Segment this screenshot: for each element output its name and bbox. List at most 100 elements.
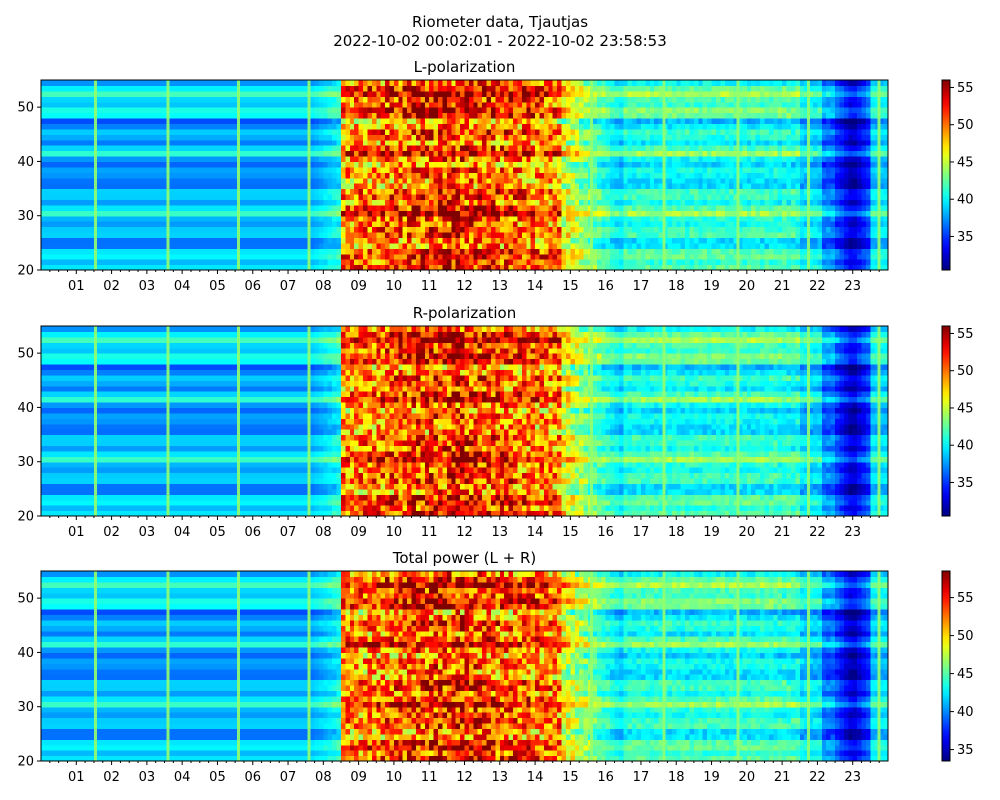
heatmap-cell — [230, 259, 236, 266]
heatmap-cell — [557, 134, 563, 141]
heatmap-cell — [133, 150, 139, 157]
heatmap-cell — [195, 118, 201, 125]
heatmap-cell — [490, 134, 496, 141]
heatmap-cell — [455, 183, 461, 190]
heatmap-cell — [490, 150, 496, 157]
heatmap-cell — [411, 112, 417, 119]
heatmap-cell — [314, 112, 320, 119]
heatmap-cell — [535, 221, 541, 228]
heatmap-cell — [495, 237, 501, 244]
heatmap-cell — [98, 215, 104, 222]
heatmap-cell — [318, 139, 324, 146]
heatmap-cell — [486, 85, 492, 92]
heatmap-cell — [632, 118, 638, 125]
heatmap-cell — [115, 177, 121, 184]
heatmap-cell — [579, 107, 585, 114]
heatmap-cell — [530, 118, 536, 125]
heatmap-cell — [645, 123, 651, 130]
heatmap-cell — [257, 112, 263, 119]
heatmap-cell — [177, 172, 183, 179]
heatmap-cell — [402, 90, 408, 97]
heatmap-cell — [495, 150, 501, 157]
heatmap-cell — [490, 172, 496, 179]
heatmap-cell — [623, 145, 629, 152]
heatmap-cell — [63, 226, 69, 233]
heatmap-cell — [645, 156, 651, 163]
heatmap-cell — [98, 161, 104, 168]
heatmap-cell — [332, 128, 338, 135]
heatmap-cell — [85, 90, 91, 97]
heatmap-cell — [80, 80, 86, 87]
heatmap-cell — [645, 150, 651, 157]
heatmap-cell — [490, 96, 496, 103]
heatmap-cell — [49, 215, 55, 222]
heatmap-cell — [552, 101, 558, 108]
heatmap-cell — [654, 118, 660, 125]
heatmap-cell — [138, 226, 144, 233]
heatmap-cell — [415, 194, 421, 201]
heatmap-cell — [107, 139, 113, 146]
heatmap-cell — [548, 90, 554, 97]
heatmap-cell — [574, 139, 580, 146]
heatmap-cell — [371, 188, 377, 195]
heatmap-cell — [265, 177, 271, 184]
heatmap-cell — [58, 90, 64, 97]
heatmap-cell — [385, 90, 391, 97]
heatmap-cell — [292, 80, 298, 87]
heatmap-cell — [195, 90, 201, 97]
heatmap-cell — [76, 172, 82, 179]
heatmap-cell — [332, 150, 338, 157]
heatmap-cell — [102, 183, 108, 190]
heatmap-cell — [85, 96, 91, 103]
heatmap-cell — [513, 210, 519, 217]
heatmap-cell — [411, 183, 417, 190]
heatmap-cell — [402, 85, 408, 92]
heatmap-cell — [543, 259, 549, 266]
heatmap-cell — [654, 156, 660, 163]
heatmap-cell — [464, 134, 470, 141]
heatmap-cell — [407, 101, 413, 108]
heatmap-cell — [438, 145, 444, 152]
heatmap-cell — [473, 101, 479, 108]
heatmap-cell — [49, 210, 55, 217]
heatmap-cell — [155, 118, 161, 125]
heatmap-cell — [601, 264, 607, 271]
heatmap-cell — [552, 248, 558, 255]
heatmap-cell — [49, 259, 55, 266]
heatmap-cell — [71, 166, 77, 173]
heatmap-cell — [85, 80, 91, 87]
heatmap-cell — [49, 96, 55, 103]
heatmap-cell — [499, 139, 505, 146]
heatmap-cell — [363, 172, 369, 179]
heatmap-cell — [354, 112, 360, 119]
heatmap-cell — [111, 204, 117, 211]
heatmap-cell — [133, 156, 139, 163]
heatmap-cell — [367, 226, 373, 233]
heatmap-cell — [98, 194, 104, 201]
heatmap-cell — [649, 210, 655, 217]
heatmap-cell — [490, 161, 496, 168]
heatmap-cell — [261, 210, 267, 217]
heatmap-cell — [371, 194, 377, 201]
heatmap-cell — [402, 204, 408, 211]
heatmap-cell — [513, 215, 519, 222]
heatmap-cell — [601, 101, 607, 108]
heatmap-cell — [398, 118, 404, 125]
heatmap-cell — [58, 177, 64, 184]
heatmap-cell — [504, 150, 510, 157]
heatmap-cell — [623, 96, 629, 103]
heatmap-cell — [217, 259, 223, 266]
heatmap-cell — [336, 139, 342, 146]
heatmap-cell — [182, 80, 188, 87]
heatmap-cell — [499, 199, 505, 206]
heatmap-cell — [107, 210, 113, 217]
heatmap-cell — [58, 112, 64, 119]
heatmap-cell — [398, 264, 404, 271]
heatmap-cell — [389, 253, 395, 260]
heatmap-cell — [261, 85, 267, 92]
heatmap-cell — [482, 264, 488, 271]
heatmap-cell — [41, 134, 47, 141]
heatmap-cell — [539, 107, 545, 114]
heatmap-cell — [243, 248, 249, 255]
heatmap-cell — [393, 215, 399, 222]
